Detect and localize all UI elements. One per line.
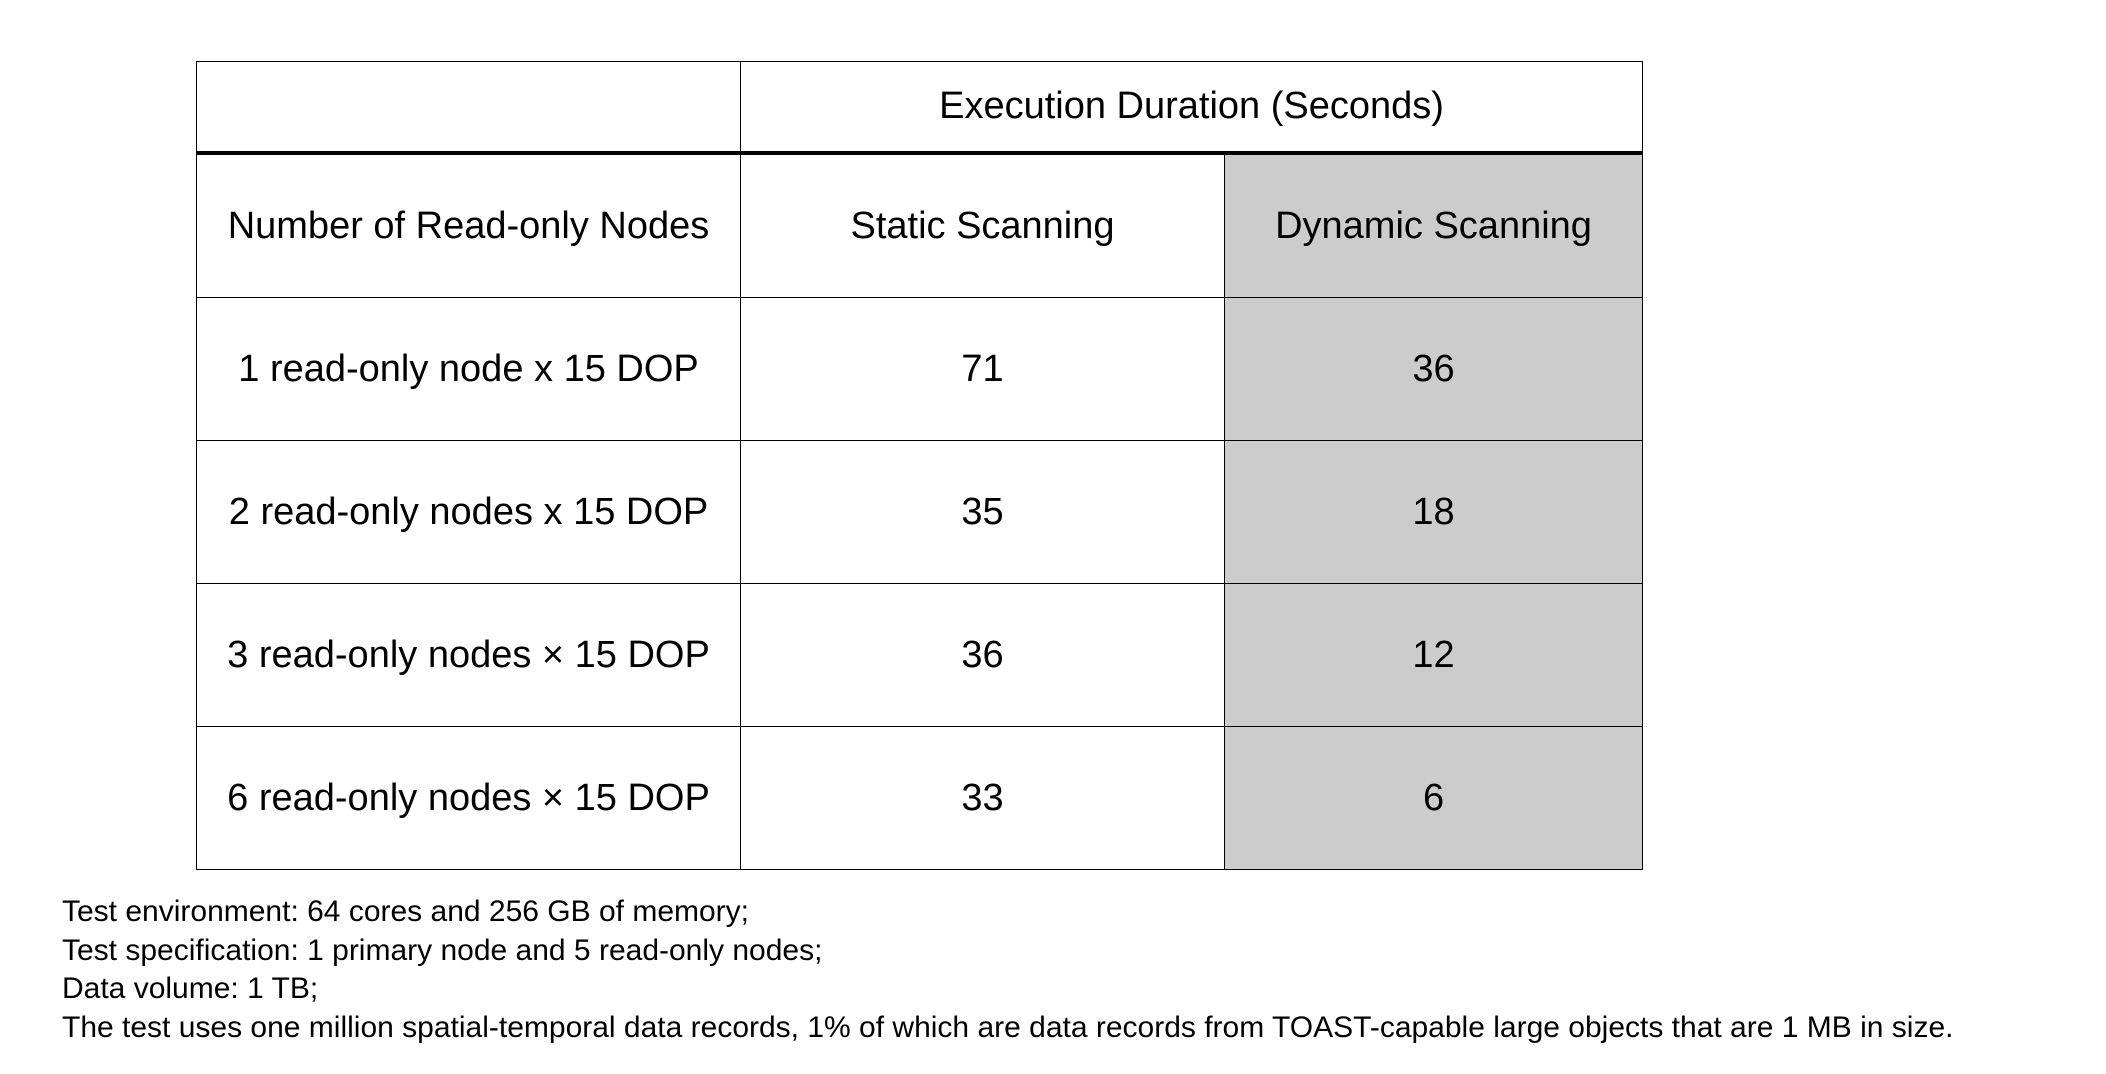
table-row: 1 read-only node x 15 DOP 71 36: [196, 297, 1644, 441]
dynamic-value-cell: 12: [1223, 583, 1644, 727]
dynamic-value-cell: 6: [1223, 726, 1644, 870]
row-label-cell: 1 read-only node x 15 DOP: [196, 297, 741, 441]
note-test-description: The test uses one million spatial-tempor…: [62, 1010, 1954, 1044]
row-label-cell: 3 read-only nodes × 15 DOP: [196, 583, 741, 727]
table-row: 2 read-only nodes x 15 DOP 35 18: [196, 440, 1644, 584]
static-value-cell: 35: [740, 440, 1225, 584]
note-test-environment: Test environment: 64 cores and 256 GB of…: [62, 895, 749, 928]
group-header-row: Execution Duration (Seconds): [196, 61, 1644, 155]
results-table: Execution Duration (Seconds) Number of R…: [196, 61, 1644, 870]
note-data-volume: Data volume: 1 TB;: [62, 972, 319, 1005]
static-value-cell: 36: [740, 583, 1225, 727]
empty-corner-cell: [196, 61, 741, 155]
table-row: 6 read-only nodes × 15 DOP 33 6: [196, 726, 1644, 870]
dynamic-value-cell: 36: [1223, 297, 1644, 441]
static-value-cell: 71: [740, 297, 1225, 441]
table-row: 3 read-only nodes × 15 DOP 36 12: [196, 583, 1644, 727]
test-notes: Test environment: 64 cores and 256 GB of…: [62, 893, 1953, 1047]
column-header-static: Static Scanning: [740, 152, 1225, 298]
row-label-cell: 2 read-only nodes x 15 DOP: [196, 440, 741, 584]
column-header-dynamic: Dynamic Scanning: [1223, 152, 1644, 298]
column-header-nodes: Number of Read-only Nodes: [196, 152, 741, 298]
group-header-cell: Execution Duration (Seconds): [739, 61, 1644, 155]
dynamic-value-cell: 18: [1223, 440, 1644, 584]
row-label-cell: 6 read-only nodes × 15 DOP: [196, 726, 741, 870]
note-test-specification: Test specification: 1 primary node and 5…: [62, 933, 823, 967]
static-value-cell: 33: [740, 726, 1225, 870]
column-header-row: Number of Read-only Nodes Static Scannin…: [196, 152, 1644, 298]
